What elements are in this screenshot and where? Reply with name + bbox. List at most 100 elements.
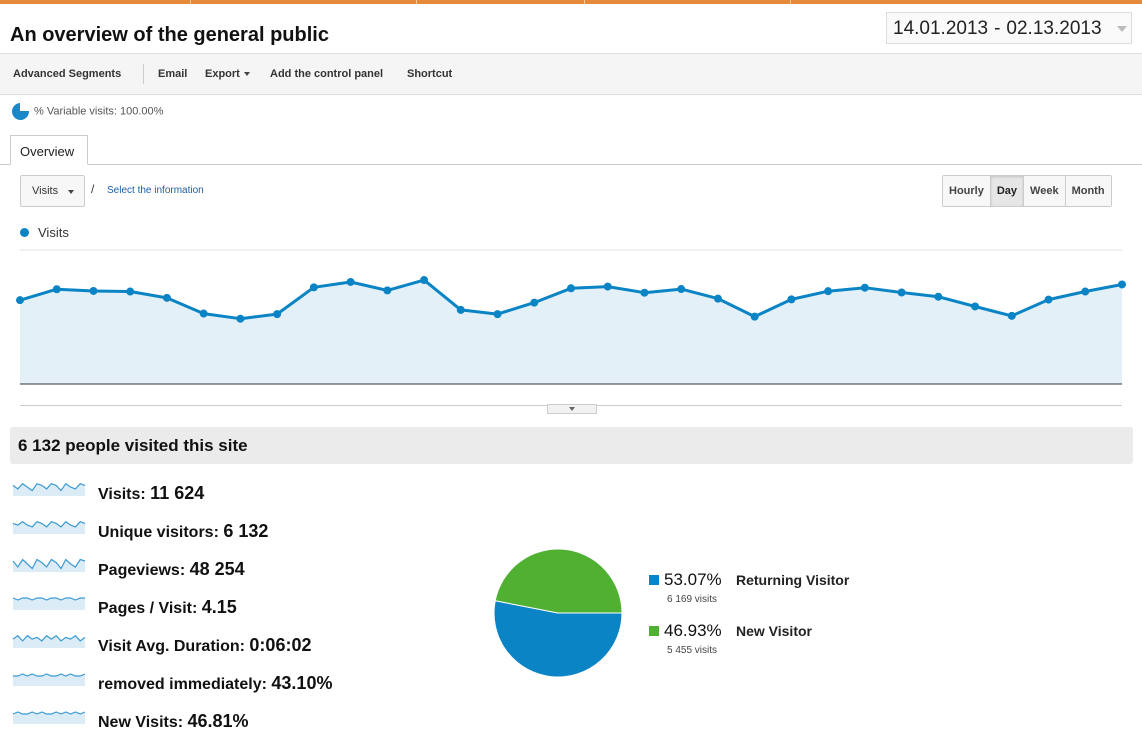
export-label: Export — [205, 68, 240, 80]
visits-data-point[interactable] — [530, 298, 539, 307]
top-accent-divider — [790, 0, 791, 4]
visits-data-point[interactable] — [1044, 295, 1053, 304]
metric-value: 48 254 — [189, 559, 245, 579]
visits-data-point[interactable] — [640, 288, 649, 297]
metric-separator: / — [91, 182, 95, 196]
toolbar-divider — [143, 64, 144, 84]
visits-data-point[interactable] — [126, 287, 135, 296]
slice-name: New Visitor — [736, 623, 812, 639]
visits-data-point[interactable] — [309, 283, 318, 292]
export-button[interactable]: Export — [205, 68, 250, 80]
visits-data-point[interactable] — [199, 309, 208, 318]
sparkline-line — [12, 520, 86, 528]
metric-row[interactable]: Pages / Visit: 4.15 — [12, 592, 412, 622]
visits-data-point[interactable] — [162, 293, 171, 302]
page-title: An overview of the general public — [10, 24, 329, 46]
visitor-type-pie-chart[interactable] — [490, 545, 626, 681]
metric-row[interactable]: removed immediately: 43.10% — [12, 668, 412, 698]
sparkline-chart[interactable] — [12, 670, 86, 686]
visits-data-point[interactable] — [860, 283, 869, 292]
legend-swatch — [649, 575, 659, 585]
returning-visitor-slice[interactable] — [493, 600, 623, 678]
sparkline-chart[interactable] — [12, 480, 86, 496]
slice-percentage: 46.93% — [664, 621, 722, 640]
visits-data-point[interactable] — [456, 305, 465, 314]
email-button[interactable]: Email — [158, 68, 188, 80]
date-separator: - — [994, 18, 1001, 39]
sparkline-chart[interactable] — [12, 556, 86, 572]
sparkline-chart[interactable] — [12, 708, 86, 724]
legend-label: Visits — [38, 225, 69, 240]
visits-data-point[interactable] — [16, 296, 24, 305]
date-range-picker[interactable]: 14.01.2013-02.13.2013 — [886, 12, 1132, 44]
granularity-hourly-button[interactable]: Hourly — [943, 176, 991, 206]
tabs-baseline — [0, 164, 1142, 165]
metric-label: removed immediately: 43.10% — [98, 673, 333, 693]
granularity-month-button[interactable]: Month — [1065, 176, 1111, 206]
metric-row[interactable]: New Visits: 46.81% — [12, 706, 412, 736]
visits-data-point[interactable] — [934, 292, 943, 301]
visits-data-point[interactable] — [750, 312, 759, 321]
visits-data-point[interactable] — [824, 287, 833, 296]
metric-label: Pages / Visit: 4.15 — [98, 597, 237, 617]
metric-row[interactable]: Unique visitors: 6 132 — [12, 516, 412, 546]
metric-value: 46.81% — [187, 711, 249, 731]
visits-data-point[interactable] — [603, 282, 612, 291]
metric-select-value: Visits — [32, 185, 59, 197]
slice-visits: 6 169 visits — [667, 594, 718, 605]
visits-data-point[interactable] — [383, 286, 392, 295]
visits-data-point[interactable] — [273, 310, 282, 319]
legend-swatch — [20, 228, 29, 238]
metric-value: 0:06:02 — [249, 635, 312, 655]
chevron-down-icon — [1117, 26, 1127, 32]
visits-data-point[interactable] — [1081, 287, 1090, 296]
visits-series-area — [20, 280, 1122, 384]
sparkline-line — [12, 482, 86, 492]
metric-row[interactable]: Visit Avg. Duration: 0:06:02 — [12, 630, 412, 660]
chevron-down-icon — [243, 72, 250, 77]
metric-select[interactable]: Visits — [20, 175, 85, 207]
visits-data-point[interactable] — [1007, 311, 1016, 320]
select-information-link[interactable]: Select the information — [107, 185, 204, 196]
visits-line-chart[interactable] — [0, 240, 1142, 390]
chevron-down-icon — [68, 190, 74, 194]
sparkline-chart[interactable] — [12, 632, 86, 648]
segment-pie-icon — [12, 103, 29, 120]
visits-data-point[interactable] — [493, 310, 502, 319]
shortcut-button[interactable]: Shortcut — [407, 68, 453, 80]
sparkline-chart[interactable] — [12, 594, 86, 610]
slice-percentage: 53.07% — [664, 570, 722, 589]
tab-overview[interactable]: Overview — [10, 135, 88, 165]
sparkline-area — [13, 674, 85, 686]
segment-indicator[interactable]: % Variable visits: 100.00% — [12, 103, 163, 120]
granularity-day-button[interactable]: Day — [990, 176, 1025, 206]
metric-value: 4.15 — [201, 597, 237, 617]
visits-data-point[interactable] — [89, 286, 98, 295]
metric-value: 11 624 — [150, 483, 205, 503]
metric-value: 43.10% — [271, 673, 333, 693]
metric-row[interactable]: Pageviews: 48 254 — [12, 554, 412, 584]
slice-visits: 5 455 visits — [667, 645, 718, 656]
sparkline-line — [12, 558, 86, 570]
visits-data-point[interactable] — [897, 288, 906, 297]
visits-data-point[interactable] — [420, 276, 429, 285]
collapse-chart-toggle[interactable] — [547, 404, 597, 414]
metric-row[interactable]: Visits: 11 624 — [12, 478, 412, 508]
sparkline-area — [13, 712, 85, 724]
visits-data-point[interactable] — [713, 294, 722, 303]
top-accent-divider — [416, 0, 417, 4]
sparkline-chart[interactable] — [12, 518, 86, 534]
visits-data-point[interactable] — [567, 284, 575, 293]
visits-data-point[interactable] — [236, 314, 245, 323]
metric-label: Visit Avg. Duration: 0:06:02 — [98, 635, 312, 655]
visits-data-point[interactable] — [677, 285, 686, 294]
advanced-segments-button[interactable]: Advanced Segments — [13, 68, 122, 80]
add-control-panel-button[interactable]: Add the control panel — [270, 68, 384, 80]
visits-data-point[interactable] — [787, 295, 796, 304]
visits-data-point[interactable] — [1118, 280, 1126, 289]
visits-data-point[interactable] — [52, 285, 61, 294]
visits-data-point[interactable] — [971, 302, 980, 311]
granularity-week-button[interactable]: Week — [1024, 176, 1066, 206]
visits-data-point[interactable] — [346, 277, 355, 286]
new-visitor-slice[interactable] — [494, 548, 623, 614]
